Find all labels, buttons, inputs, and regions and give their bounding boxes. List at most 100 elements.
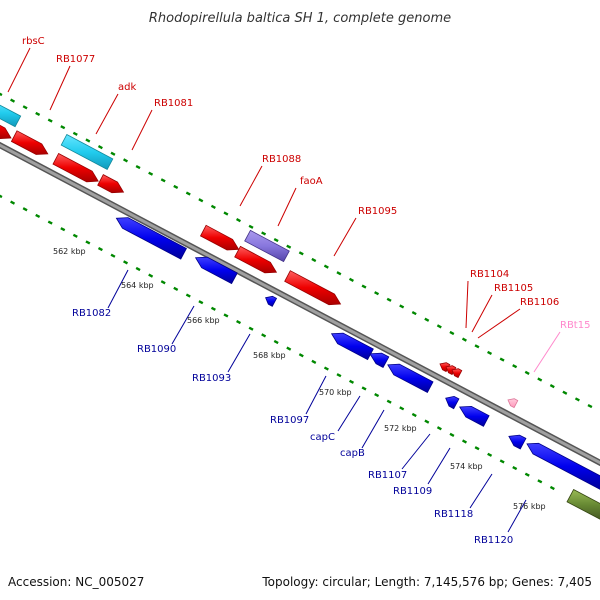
gene-label: RBt15: [560, 320, 590, 331]
inner-tick: [160, 280, 166, 285]
kbp-label: 568 kbp: [253, 351, 286, 360]
outer-tick: [173, 184, 179, 190]
backbone: [0, 141, 600, 467]
outer-tick: [512, 364, 518, 369]
inner-tick: [323, 366, 329, 371]
gene-arrow: [451, 368, 463, 379]
gene-arrow: [369, 352, 390, 369]
outer-tick: [474, 344, 480, 349]
outer-tick-track: [0, 92, 593, 409]
gene-label: capC: [310, 432, 335, 443]
gene-label: RB1120: [474, 535, 513, 546]
gene-arrow: [284, 270, 342, 306]
gene-arrow: [330, 332, 374, 361]
outer-tick: [22, 105, 28, 110]
outer-tick: [461, 337, 467, 342]
inner-tick: [185, 293, 191, 298]
leader-line: [337, 395, 361, 432]
kbp-scale-labels: 562 kbp 564 kbp 566 kbp 568 kbp 570 kbp 572 k…: [53, 247, 546, 511]
outer-tick: [110, 151, 116, 156]
kbp-label: 574 kbp: [450, 462, 483, 471]
inner-tick: [273, 339, 279, 345]
leader-line: [465, 280, 469, 329]
kbp-label: 576 kbp: [513, 502, 546, 511]
inner-tick: [461, 439, 468, 444]
outer-tick: [374, 291, 380, 296]
outer-tick: [449, 330, 455, 336]
inner-tick: [386, 399, 392, 404]
inner-tick: [198, 300, 204, 305]
gene-label: RB1109: [393, 486, 432, 497]
gene-arrow: [199, 224, 240, 251]
gene-arrow: [0, 104, 22, 128]
gene-arrow: [387, 363, 434, 394]
outer-tick: [524, 370, 530, 375]
gene-label: RB1081: [154, 98, 193, 109]
outer-tick: [160, 178, 166, 183]
inner-tick: [261, 333, 267, 338]
outer-tick: [235, 218, 241, 223]
gene-label: adk: [118, 82, 136, 93]
inner-tick: [436, 426, 442, 431]
inner-tick: [35, 213, 41, 218]
inner-tick: [537, 479, 543, 484]
outer-tick: [348, 277, 354, 282]
outer-tick: [298, 251, 304, 256]
outer-tick: [537, 377, 543, 382]
leader-line: [477, 308, 521, 339]
leader-line: [171, 305, 195, 345]
inner-tick: [298, 353, 304, 358]
leader-line: [333, 217, 357, 257]
leader-line: [107, 269, 129, 309]
gene-arrow: [52, 152, 99, 183]
inner-tick: [97, 246, 103, 252]
inner-tick: [336, 373, 342, 378]
leader-line: [131, 109, 153, 151]
outer-tick: [35, 111, 41, 117]
outer-tick: [10, 98, 16, 103]
gene-arrow: [445, 395, 460, 410]
inner-tick: [173, 286, 179, 291]
gene-arrow: [439, 362, 451, 373]
inner-tick: [374, 392, 380, 398]
outer-tick: [487, 350, 493, 356]
gene-label: RB1077: [56, 54, 95, 65]
leader-line: [427, 447, 451, 485]
inner-tick: [236, 319, 242, 325]
leader-line: [239, 165, 263, 207]
outer-tick: [47, 118, 53, 123]
gene-label: rbsC: [22, 36, 45, 47]
accession-text: Accession: NC_005027: [8, 575, 144, 589]
outer-tick: [286, 244, 292, 249]
gene-label: RB1082: [72, 308, 111, 319]
outer-tick: [562, 390, 568, 395]
label-leader-lines: [7, 47, 561, 533]
inner-tick: [449, 432, 455, 437]
outer-tick: [123, 158, 129, 163]
inner-tick: [399, 406, 405, 411]
inner-tick: [487, 452, 493, 457]
inner-tick: [223, 313, 229, 318]
inner-tick: [248, 326, 254, 331]
kbp-label: 570 kbp: [319, 388, 352, 397]
gene-arrow: [194, 256, 238, 285]
inner-tick: [411, 412, 417, 418]
inner-tick-track: [0, 194, 555, 491]
inner-tick: [110, 253, 116, 258]
gene-arrow: [234, 245, 278, 274]
kbp-label: 566 kbp: [187, 316, 220, 325]
gene-label: RB1118: [434, 509, 473, 520]
gene-arrow: [445, 365, 457, 376]
gene-label: RB1097: [270, 415, 309, 426]
outer-tick: [85, 138, 91, 143]
gene-label: RB1088: [262, 154, 301, 165]
gene-label: RB1104: [470, 269, 509, 280]
gene-labels: rbsC RB1077 adk RB1081 RB1088 faoA RB1095 RB110…: [22, 36, 590, 546]
outer-tick: [549, 384, 555, 389]
outer-tick: [273, 237, 279, 243]
gene-label: RB1105: [494, 283, 533, 294]
leader-line: [95, 93, 119, 135]
inner-tick: [499, 459, 505, 464]
inner-tick: [361, 386, 367, 391]
inner-tick: [210, 306, 216, 311]
